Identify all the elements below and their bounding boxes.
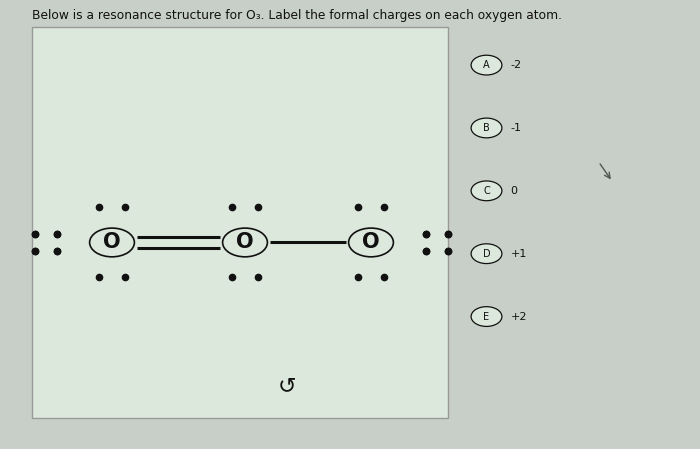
Text: O: O: [236, 233, 254, 252]
Text: +1: +1: [510, 249, 526, 259]
Text: -2: -2: [510, 60, 522, 70]
Text: Below is a resonance structure for O₃. Label the formal charges on each oxygen a: Below is a resonance structure for O₃. L…: [32, 9, 561, 22]
Text: -1: -1: [510, 123, 522, 133]
Circle shape: [471, 55, 502, 75]
Circle shape: [223, 228, 267, 257]
Text: D: D: [483, 249, 490, 259]
Circle shape: [471, 181, 502, 201]
Circle shape: [90, 228, 134, 257]
Text: E: E: [484, 312, 489, 321]
Circle shape: [349, 228, 393, 257]
Text: O: O: [362, 233, 380, 252]
Text: ↺: ↺: [278, 376, 296, 396]
Text: +2: +2: [510, 312, 527, 321]
Circle shape: [471, 118, 502, 138]
Bar: [32, 27, 448, 418]
Text: A: A: [483, 60, 490, 70]
Circle shape: [471, 307, 502, 326]
Text: B: B: [483, 123, 490, 133]
Text: O: O: [103, 233, 121, 252]
Text: C: C: [483, 186, 490, 196]
Circle shape: [471, 244, 502, 264]
Text: 0: 0: [510, 186, 517, 196]
